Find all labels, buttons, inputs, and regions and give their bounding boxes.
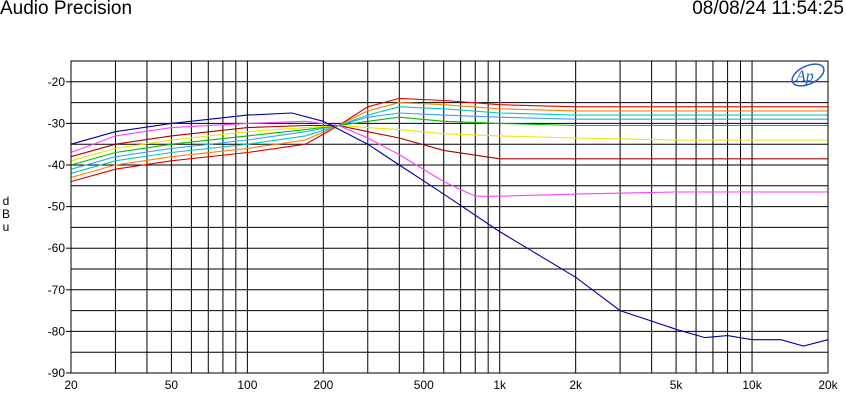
series-line bbox=[70, 124, 828, 160]
x-tick-label: 20k bbox=[818, 378, 838, 392]
x-tick-label: 5k bbox=[670, 378, 684, 392]
series-line bbox=[70, 97, 828, 183]
series-line bbox=[70, 116, 828, 166]
x-tick-label: 2k bbox=[569, 378, 583, 392]
ap-logo-text: Ap bbox=[795, 68, 814, 85]
y-tick-label: -80 bbox=[48, 324, 66, 338]
y-tick-label: -20 bbox=[48, 75, 66, 89]
y-tick-label: -40 bbox=[48, 158, 66, 172]
x-tick-label: 500 bbox=[414, 378, 434, 392]
x-tick-label: 200 bbox=[313, 378, 333, 392]
series-layer bbox=[70, 97, 829, 347]
y-axis-label-char: u bbox=[2, 220, 10, 234]
y-tick-label: -30 bbox=[48, 116, 66, 130]
grid bbox=[71, 60, 828, 373]
series-line bbox=[70, 106, 828, 174]
y-tick-label: -70 bbox=[48, 283, 66, 297]
app-title: Audio Precision bbox=[0, 0, 133, 19]
y-axis-label-char: d bbox=[2, 194, 10, 208]
x-tick-label: 20 bbox=[64, 378, 78, 392]
x-tick-label: 1k bbox=[493, 378, 507, 392]
series-line bbox=[70, 124, 828, 162]
y-tick-label: -90 bbox=[48, 366, 66, 380]
ap-logo: Ap bbox=[791, 63, 825, 87]
y-tick-label: -50 bbox=[48, 200, 66, 214]
y-tick-label: -60 bbox=[48, 241, 66, 255]
plot-frame bbox=[70, 60, 829, 374]
x-tick-label: 100 bbox=[237, 378, 257, 392]
x-tick-label: 50 bbox=[165, 378, 179, 392]
series-line bbox=[70, 112, 829, 347]
y-axis-label-char: B bbox=[1, 207, 10, 221]
series-line bbox=[70, 102, 828, 179]
series-line bbox=[70, 120, 828, 197]
x-tick-label: 10k bbox=[742, 378, 762, 392]
series-line bbox=[70, 112, 828, 170]
timestamp: 08/08/24 11:54:25 bbox=[692, 0, 844, 19]
